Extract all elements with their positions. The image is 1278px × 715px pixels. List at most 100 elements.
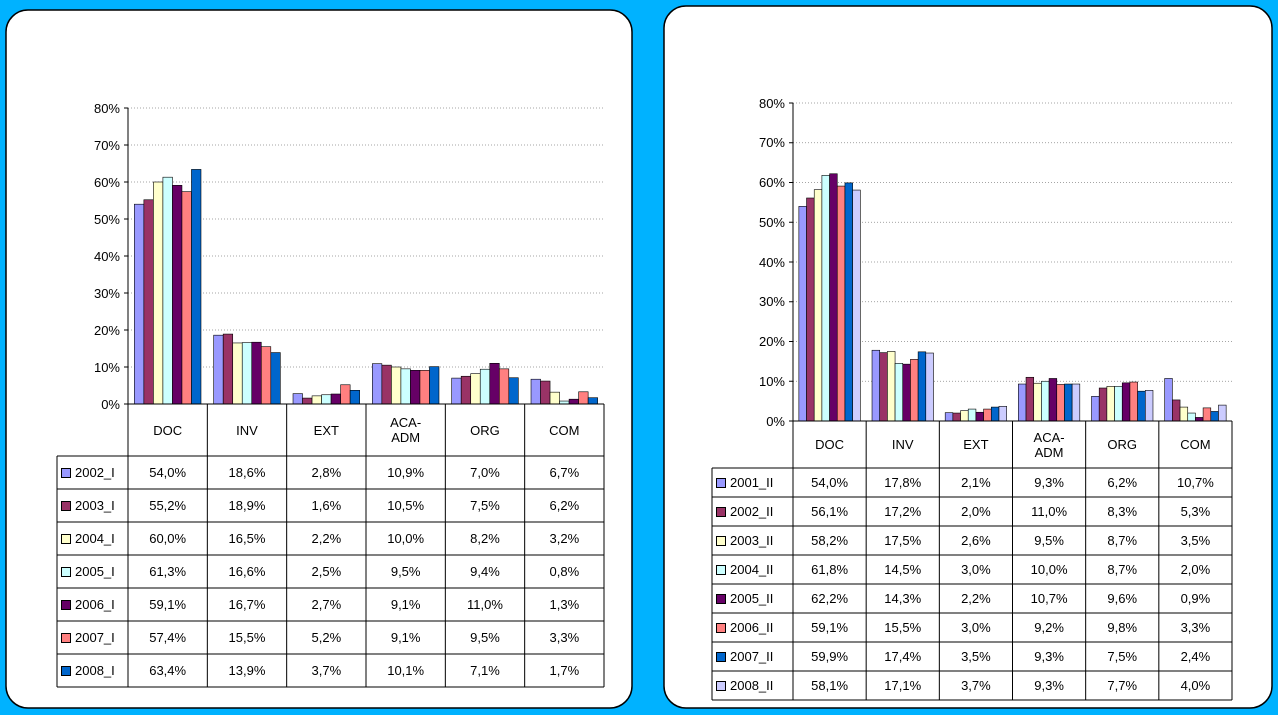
value-label-text: 58,1% — [811, 678, 849, 693]
value-label-text: 2,5% — [311, 564, 342, 579]
bar — [1129, 381, 1138, 422]
value-label-text: 9,3% — [1034, 649, 1064, 664]
value-label: 63,4% — [128, 654, 207, 687]
bar — [162, 176, 173, 405]
bar — [910, 359, 919, 422]
bar — [952, 412, 961, 422]
value-label-text: 59,1% — [811, 620, 849, 635]
bar — [844, 182, 853, 422]
value-label-text: 9,3% — [1034, 475, 1064, 490]
value-label-text: 4,0% — [1180, 678, 1211, 693]
value-label: 2,8% — [287, 456, 366, 489]
legend-swatch — [61, 566, 71, 577]
legend-entry-text: 2005_I — [75, 564, 115, 579]
bar — [983, 408, 992, 422]
bar — [222, 333, 234, 405]
y-tick-label: 0% — [68, 395, 120, 413]
value-label-text: 10,7% — [1030, 591, 1068, 606]
value-label-text: 2,0% — [1180, 562, 1211, 577]
value-label: 3,0% — [939, 613, 1012, 642]
value-label: 14,5% — [866, 555, 939, 584]
value-label: 59,9% — [793, 642, 866, 671]
value-label: 3,2% — [525, 522, 604, 555]
value-label: 7,1% — [445, 654, 524, 687]
bar — [153, 181, 164, 405]
value-label-text: 11,0% — [467, 597, 503, 612]
y-tick-label-text: 20% — [758, 334, 785, 349]
value-label-text: 3,7% — [961, 678, 991, 693]
bar — [372, 363, 383, 405]
bar — [410, 370, 421, 405]
value-label: 11,0% — [445, 588, 524, 621]
value-label-text: 8,2% — [470, 531, 500, 546]
value-label-text: 17,8% — [884, 475, 922, 490]
value-label-text: 2,8% — [311, 465, 342, 480]
value-label: 9,5% — [366, 555, 445, 588]
bar — [172, 185, 183, 405]
category-label: INV — [866, 421, 939, 468]
value-label: 59,1% — [128, 588, 207, 621]
y-tick-label-text: 80% — [93, 100, 120, 116]
value-label-text: 15,5% — [228, 630, 266, 645]
value-label-text: 3,5% — [1180, 533, 1211, 548]
value-label-text: 54,0% — [149, 465, 187, 480]
value-label-text: 17,1% — [884, 678, 922, 693]
value-label: 9,3% — [1013, 671, 1086, 700]
bar — [498, 368, 510, 405]
bar — [470, 373, 481, 405]
bar — [349, 390, 360, 405]
bar — [879, 352, 888, 422]
legend-entry-text: 2002_II — [730, 504, 774, 519]
value-label: 3,3% — [525, 621, 604, 654]
value-label-text: 11,0% — [1031, 504, 1068, 519]
value-label: 17,2% — [866, 497, 939, 526]
value-label: 11,0% — [1013, 497, 1086, 526]
value-label-text: 5,3% — [1180, 504, 1211, 519]
value-label: 54,0% — [793, 468, 866, 497]
value-label: 17,5% — [866, 526, 939, 555]
value-label: 17,8% — [866, 468, 939, 497]
bar — [852, 189, 861, 422]
bar — [400, 368, 411, 405]
bar — [917, 351, 927, 422]
value-label: 4,0% — [1159, 671, 1232, 700]
value-label-text: 6,2% — [1107, 475, 1138, 490]
legend-entry-text: 2008_I — [75, 663, 115, 678]
value-label: 3,5% — [939, 642, 1012, 671]
bar — [311, 395, 322, 405]
value-label: 9,1% — [366, 621, 445, 654]
legend-swatch — [716, 477, 726, 488]
y-tick-label: 20% — [733, 333, 785, 351]
bar — [960, 410, 969, 422]
category-label-text: INV — [891, 437, 914, 452]
category-label: ACA-ADM — [1013, 421, 1086, 468]
value-label-text: 56,1% — [811, 504, 849, 519]
value-label-text: 61,3% — [149, 564, 187, 579]
y-tick-label: 70% — [733, 134, 785, 152]
value-label-text: 3,3% — [1180, 620, 1211, 635]
y-tick-label-text: 30% — [758, 294, 785, 310]
y-tick-label-text: 0% — [766, 413, 785, 429]
bar — [798, 206, 807, 422]
value-label-text: 18,9% — [228, 498, 266, 513]
value-label: 61,8% — [793, 555, 866, 584]
legend-swatch — [716, 622, 726, 633]
value-label-text: 8,7% — [1107, 562, 1138, 577]
bar — [1106, 386, 1115, 422]
value-label-text: 6,7% — [549, 465, 580, 480]
y-tick-label-text: 70% — [93, 137, 120, 153]
category-label-text: DOC — [153, 422, 183, 438]
category-label: DOC — [793, 421, 866, 468]
value-label: 3,3% — [1159, 613, 1232, 642]
value-label-text: 10,7% — [1176, 475, 1214, 490]
legend-entry-text: 2007_II — [730, 649, 774, 664]
legend-entry: 2007_II — [712, 642, 793, 671]
bar — [1218, 404, 1227, 422]
bar — [1071, 383, 1081, 422]
bar — [429, 366, 440, 405]
y-tick-label-text: 60% — [758, 175, 785, 190]
bar — [451, 377, 462, 405]
bar — [1172, 399, 1181, 422]
legend-entry: 2004_I — [57, 522, 128, 555]
